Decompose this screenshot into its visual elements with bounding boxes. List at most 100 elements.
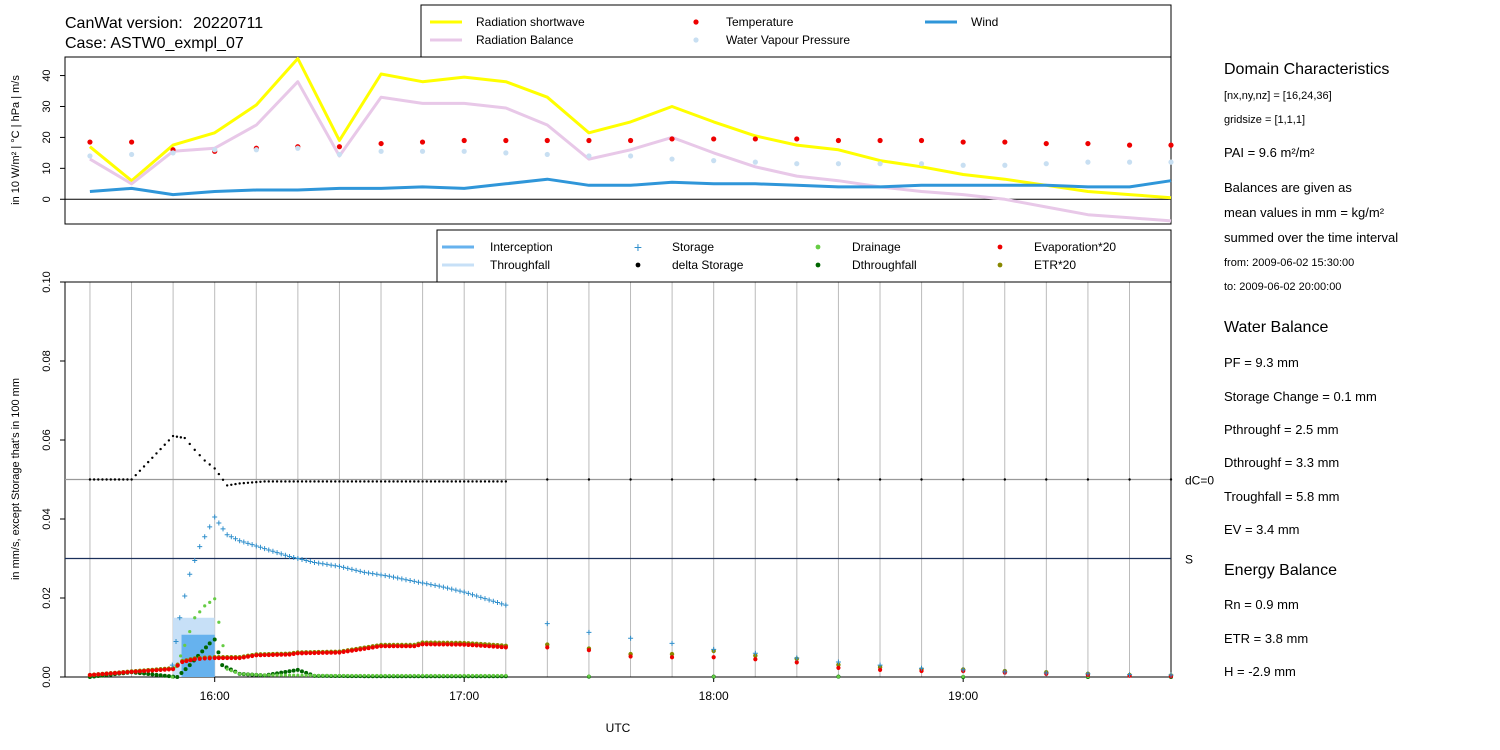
point-dthroughfall <box>162 673 167 678</box>
point-temperature <box>87 139 93 145</box>
water-ev: EV = 3.4 mm <box>1224 522 1300 537</box>
point-evaporation <box>166 667 171 672</box>
point-evaporation <box>158 667 163 673</box>
point-storage <box>407 578 413 584</box>
version-label: CanWat version: <box>65 15 183 32</box>
point-drainage <box>437 673 441 678</box>
bottom-y-tick-label: 0.10 <box>41 271 53 292</box>
point-delta-storage <box>450 480 453 483</box>
point-evaporation <box>162 667 167 672</box>
point-temperature <box>794 136 800 142</box>
point-water-vapour-pressure <box>503 150 509 156</box>
x-tick-label: 18:00 <box>699 689 729 703</box>
point-storage <box>332 563 338 569</box>
point-delta-storage <box>404 480 408 483</box>
energy-balance-title: Energy Balance <box>1224 562 1337 579</box>
point-delta-storage <box>837 478 840 481</box>
point-evaporation <box>474 643 479 648</box>
point-dthroughfall <box>154 672 159 677</box>
point-evaporation <box>466 642 471 647</box>
point-drainage <box>304 673 308 677</box>
point-evaporation <box>437 642 442 647</box>
point-delta-storage <box>1169 478 1173 481</box>
point-drainage <box>271 673 275 677</box>
point-drainage <box>242 672 246 676</box>
bottom-y-tick-label: 0.00 <box>41 666 53 687</box>
point-delta-storage <box>97 478 100 481</box>
point-drainage <box>217 620 221 624</box>
point-evaporation <box>836 665 841 671</box>
point-evaporation <box>495 644 500 649</box>
point-delta-storage <box>342 480 345 483</box>
point-storage <box>490 598 496 604</box>
legend-swatch-delta-storage <box>635 262 641 268</box>
point-delta-storage <box>167 439 171 442</box>
x-tick-label: 16:00 <box>200 689 230 703</box>
point-drainage <box>246 672 250 676</box>
point-evaporation <box>753 657 758 662</box>
point-delta-storage <box>280 480 283 483</box>
water-storage-change: Storage Change = 0.1 mm <box>1224 389 1377 404</box>
point-storage <box>411 578 417 584</box>
point-storage <box>382 573 388 579</box>
point-evaporation <box>341 649 346 654</box>
point-evaporation <box>207 656 212 661</box>
point-drainage <box>267 673 271 677</box>
point-evaporation <box>503 645 508 650</box>
point-delta-storage <box>442 480 445 483</box>
point-storage <box>457 588 463 594</box>
point-delta-storage <box>325 480 329 483</box>
legend-swatch-water-vapour-pressure <box>693 37 699 43</box>
point-drainage <box>396 673 400 678</box>
point-evaporation <box>877 667 883 672</box>
point-dthroughfall <box>179 671 184 676</box>
point-drainage <box>341 673 346 678</box>
point-dthroughfall <box>216 650 221 655</box>
point-storage <box>182 593 188 599</box>
point-delta-storage <box>371 480 374 483</box>
point-evaporation <box>499 644 504 650</box>
point-storage <box>465 590 471 596</box>
point-delta-storage <box>292 480 295 483</box>
point-water-vapour-pressure <box>419 148 426 154</box>
point-evaporation <box>428 642 433 647</box>
point-storage <box>324 561 330 567</box>
legend-label-dthroughfall: Dthroughfall <box>852 258 917 272</box>
point-storage <box>245 540 251 546</box>
point-delta-storage <box>246 481 250 484</box>
point-evaporation <box>445 642 450 647</box>
point-drainage <box>587 674 591 678</box>
point-storage <box>449 586 455 592</box>
point-dthroughfall <box>212 637 217 642</box>
point-delta-storage <box>1003 478 1007 481</box>
point-delta-storage <box>346 480 349 483</box>
point-delta-storage <box>155 452 158 455</box>
point-delta-storage <box>712 478 715 481</box>
point-storage <box>241 539 247 545</box>
point-storage <box>503 602 509 608</box>
top-y-tick-label: 10 <box>41 162 53 174</box>
point-delta-storage <box>193 448 196 452</box>
point-drainage <box>262 673 267 677</box>
point-evaporation <box>150 668 155 673</box>
point-evaporation <box>395 644 400 649</box>
point-water-vapour-pressure <box>627 153 634 159</box>
point-temperature <box>378 140 384 147</box>
point-dthroughfall <box>183 667 188 672</box>
point-evaporation <box>487 644 492 649</box>
point-evaporation <box>188 658 193 663</box>
point-delta-storage <box>359 480 362 483</box>
point-evaporation <box>241 655 246 660</box>
point-evaporation <box>308 650 313 656</box>
point-evaporation <box>711 655 716 660</box>
point-delta-storage <box>113 478 117 481</box>
point-storage <box>361 569 367 575</box>
point-delta-storage <box>250 481 254 484</box>
point-drainage <box>225 667 229 671</box>
point-evaporation <box>358 647 363 652</box>
point-delta-storage <box>338 480 341 483</box>
point-temperature <box>877 137 883 144</box>
point-storage <box>378 572 384 578</box>
point-storage <box>177 615 183 621</box>
top-y-tick-label: 30 <box>41 100 53 112</box>
